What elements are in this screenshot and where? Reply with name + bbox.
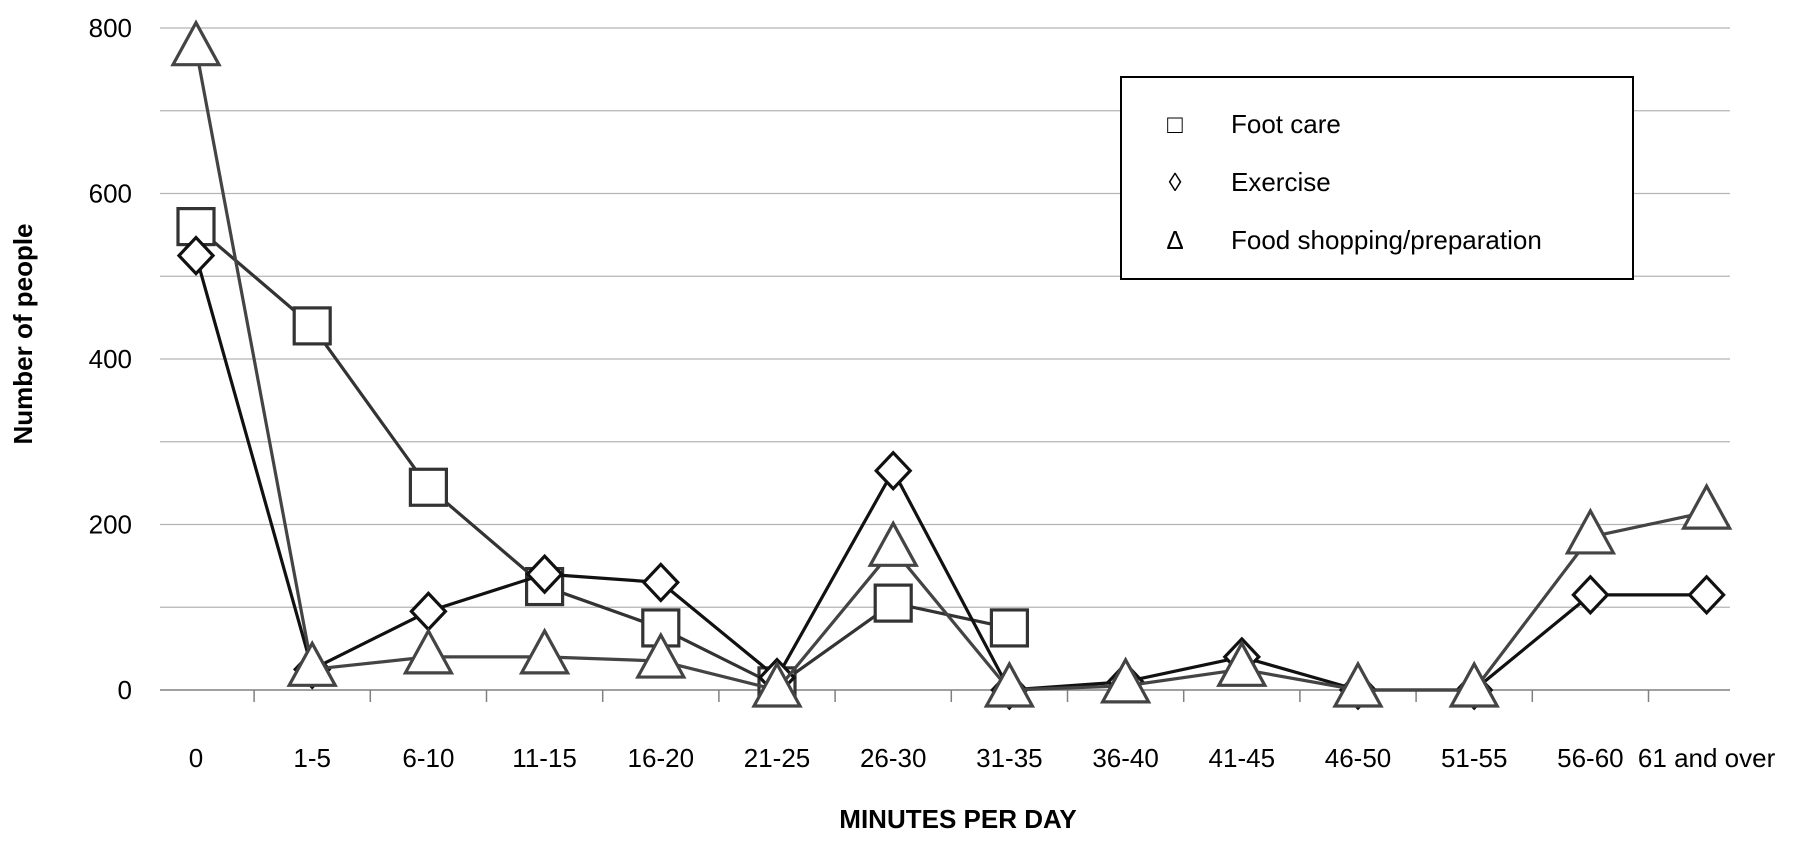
x-tick-label: 21-25 — [744, 743, 811, 773]
data-point-triangle — [983, 660, 1036, 708]
data-point-diamond — [525, 553, 564, 595]
data-point-triangle — [1216, 639, 1268, 687]
legend-item: □ Foot care — [1167, 109, 1341, 139]
legend-item: Δ Food shopping/preparation — [1166, 225, 1541, 255]
x-tick-label: 6-10 — [402, 743, 454, 773]
legend-item: ◊ Exercise — [1169, 167, 1331, 197]
data-point-diamond — [1687, 574, 1726, 616]
y-axis-title: Number of people — [8, 223, 38, 444]
data-point-diamond — [176, 235, 216, 276]
data-point-square — [292, 306, 332, 346]
x-tick-label: 46-50 — [1325, 743, 1392, 773]
x-tick-label: 61 and over — [1638, 743, 1776, 773]
y-tick-label: 800 — [89, 13, 132, 43]
data-point-diamond — [873, 450, 913, 492]
x-axis-title: MINUTES PER DAY — [839, 804, 1076, 834]
data-point-triangle — [1332, 660, 1384, 708]
legend: □ Foot care ◊ Exercise Δ Food shopping/prepar… — [1120, 76, 1634, 280]
data-point-triangle — [1448, 660, 1500, 708]
x-tick-label: 26-30 — [860, 743, 927, 773]
data-point-triangle — [1680, 482, 1733, 530]
data-point-triangle — [635, 631, 687, 679]
series-food-shopping-preparation — [170, 19, 1733, 708]
data-point-triangle — [751, 660, 803, 708]
y-tick-label: 400 — [89, 344, 132, 374]
legend-box — [1120, 76, 1634, 280]
legend-marker-triangle: Δ — [1166, 225, 1183, 255]
legend-label: Exercise — [1231, 167, 1331, 197]
x-tick-label: 51-55 — [1441, 743, 1508, 773]
legend-marker-square: □ — [1167, 109, 1183, 139]
x-tick-label: 1-5 — [293, 743, 331, 773]
x-tick-label: 31-35 — [976, 743, 1043, 773]
legend-marker-diamond: ◊ — [1169, 167, 1182, 197]
x-tick-label: 0 — [189, 743, 203, 773]
legend-label: Foot care — [1231, 109, 1341, 139]
data-point-triangle — [286, 639, 338, 687]
x-tick-label: 56-60 — [1557, 743, 1624, 773]
x-tick-label: 36-40 — [1092, 743, 1159, 773]
y-tick-label: 0 — [118, 675, 132, 705]
data-point-diamond — [409, 591, 448, 632]
x-tick-label: 41-45 — [1209, 743, 1276, 773]
legend-label: Food shopping/preparation — [1231, 225, 1542, 255]
x-tick-label: 11-15 — [512, 743, 577, 773]
data-point-triangle — [402, 627, 455, 675]
series-line — [194, 48, 1707, 692]
data-point-triangle — [1099, 656, 1152, 704]
tick-labels: 0 200 400 600 800 0 1-5 6-10 11-15 16-20 21-25 26-3… — [89, 13, 1776, 773]
data-point-triangle — [518, 627, 571, 675]
series-group — [170, 19, 1733, 711]
data-point-triangle — [170, 19, 222, 67]
data-point-triangle — [1564, 507, 1617, 555]
data-point-square — [989, 608, 1030, 648]
data-point-square — [408, 467, 448, 507]
data-point-square — [873, 583, 913, 623]
data-point-diamond — [1571, 574, 1610, 616]
x-tick-label: 16-20 — [628, 743, 695, 773]
gridlines — [160, 27, 1730, 608]
data-point-triangle — [867, 519, 919, 567]
y-tick-label: 600 — [89, 179, 132, 209]
data-point-diamond — [641, 562, 681, 603]
y-tick-label: 200 — [89, 510, 132, 540]
